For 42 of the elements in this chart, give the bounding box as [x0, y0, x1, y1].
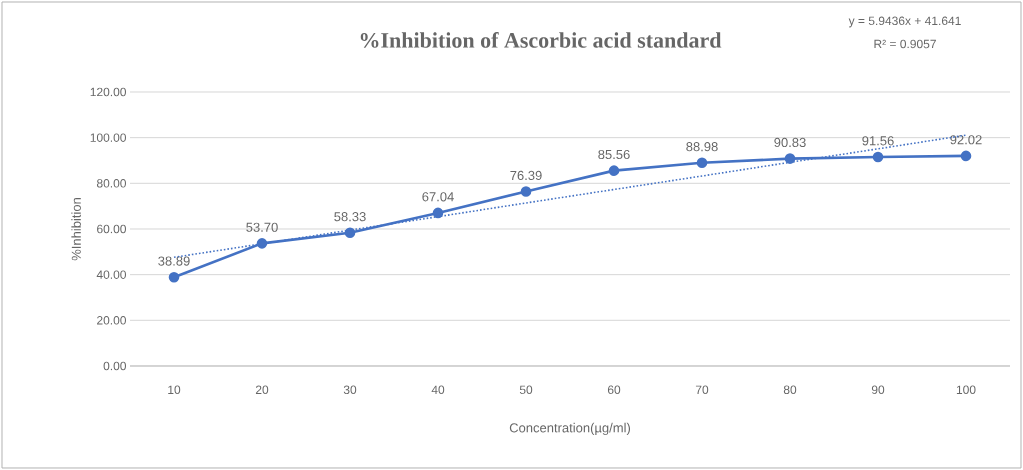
point: [344, 227, 356, 239]
point: [608, 165, 620, 176]
y-tick-label: 20.00: [97, 316, 127, 325]
y-axis-title: %Inhibition: [71, 198, 81, 261]
point: [168, 271, 180, 283]
x-tick-label: 100: [956, 385, 976, 395]
x-tick-label: 10: [168, 385, 181, 395]
x-tick-label: 50: [519, 385, 533, 395]
point: [872, 151, 884, 163]
x-tick-label: 70: [695, 385, 709, 395]
data-label: 91.56: [862, 136, 894, 146]
x-tick-label: 80: [783, 385, 797, 395]
y-tick-label: 0.00: [103, 361, 127, 371]
y-tick-label: 60.00: [97, 224, 127, 234]
x-tick-label: 40: [431, 385, 445, 395]
point: [256, 238, 268, 249]
point: [784, 153, 796, 164]
text: y = 5.9436x + 41.641: [848, 16, 961, 28]
point: [960, 150, 972, 162]
x-tick-label: 30: [343, 385, 357, 395]
y-tick-label: 40.00: [96, 270, 127, 279]
point: [520, 186, 532, 197]
data-label: 92.02: [950, 135, 982, 145]
x-tick-label: 20: [255, 385, 269, 395]
text: R² = 0.9057: [874, 39, 936, 49]
data-label: 67.04: [422, 192, 454, 202]
data-label: 76.39: [510, 170, 542, 181]
y-tick-label: 100.00: [90, 133, 127, 142]
data-label: 90.83: [774, 137, 806, 148]
data-label: 38.89: [158, 256, 190, 266]
data-label: 85.56: [598, 149, 630, 160]
data-label: 88.98: [686, 142, 718, 152]
y-tick-label: 120.00: [90, 87, 127, 97]
y-tick-label: 80.00: [96, 179, 127, 188]
x-axis-title: Concentration(µg/ml): [509, 422, 631, 435]
point: [696, 157, 708, 169]
point: [432, 207, 444, 219]
chart-title: %Inhibition of Ascorbic acid standard: [360, 32, 722, 48]
data-label: 58.33: [334, 212, 366, 222]
x-tick-label: 90: [871, 385, 885, 395]
x-tick-label: 60: [607, 385, 621, 395]
data-label: 53.70: [246, 222, 278, 232]
